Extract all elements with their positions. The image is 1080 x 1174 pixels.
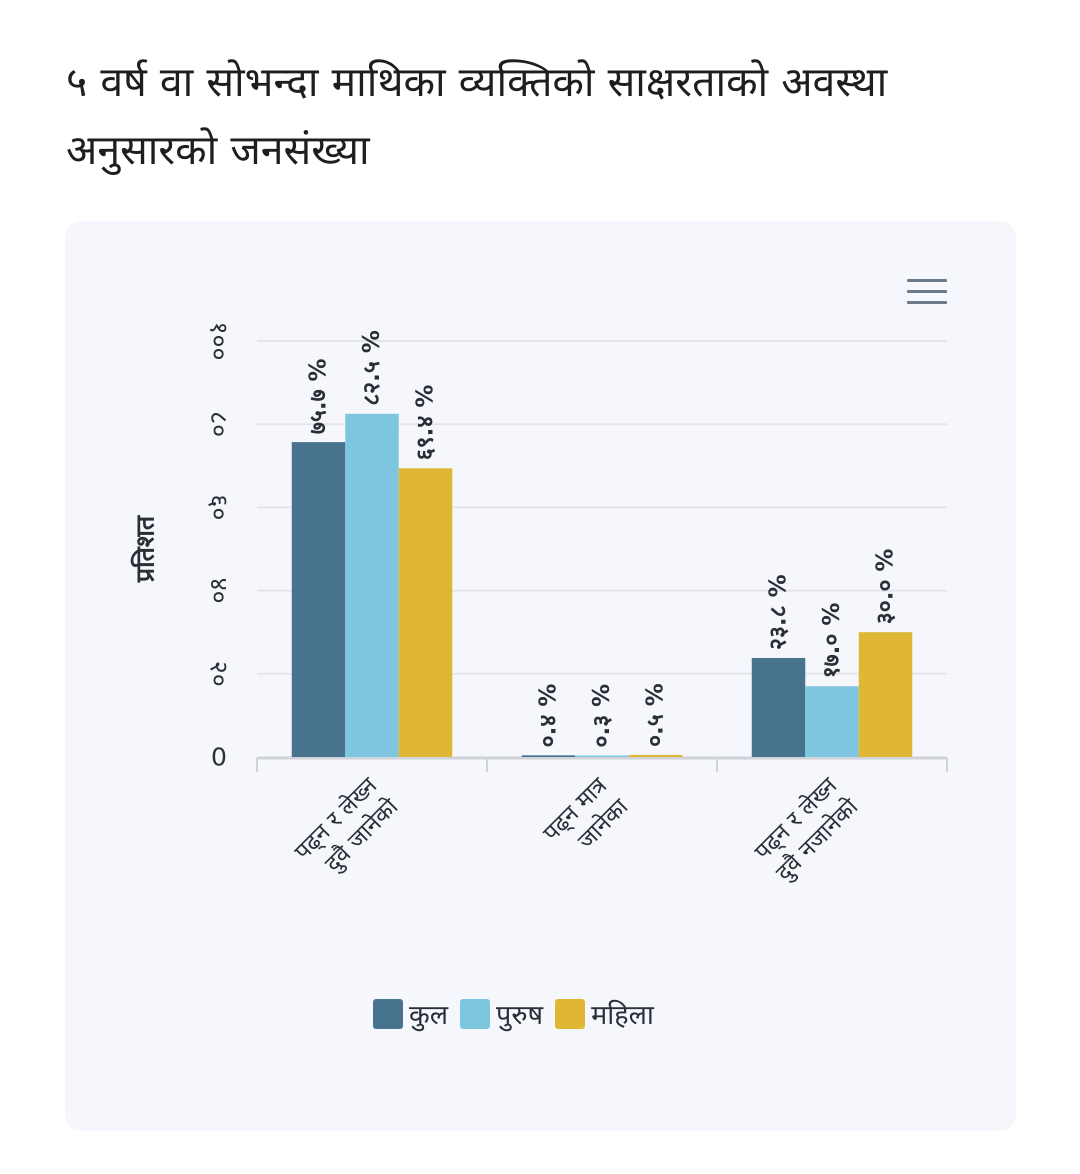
legend-item[interactable]: महिला [555, 995, 654, 1032]
x-tick-label: पढ्न र लेख्नदुवै नजानेको [749, 771, 865, 887]
data-label: ०.५ % [643, 683, 669, 747]
bar[interactable] [751, 657, 806, 757]
bar[interactable] [575, 755, 629, 758]
legend-swatch [460, 998, 491, 1029]
data-label: १७.० % [819, 603, 845, 679]
bar[interactable] [858, 632, 913, 757]
y-tick-label: १०० [205, 321, 234, 360]
x-tick-label: पढ्न र लेख्नदुवै जानेको [289, 771, 405, 887]
legend-swatch [373, 998, 403, 1029]
bar[interactable] [345, 413, 399, 757]
chart-card: 0 २० ४० ६० ८० १०० प्रतिशत ७५.७ % ८२.५ % ६९.४ % पढ्… [65, 221, 1016, 1131]
chart-menu-button[interactable] [905, 276, 949, 308]
legend-label: कुल [409, 1000, 449, 1031]
data-label: २३.८ % [766, 574, 792, 650]
bar[interactable] [521, 755, 576, 757]
y-tick-label: ४० [205, 578, 234, 604]
bar[interactable] [398, 468, 453, 757]
y-tick-label: ६० [205, 494, 234, 520]
y-tick-label: २० [205, 661, 234, 687]
data-label: ६९.४ % [413, 385, 439, 461]
bar[interactable] [628, 754, 683, 757]
data-label: ०.३ % [589, 684, 615, 748]
y-tick-label: ८० [205, 411, 234, 437]
data-label: ८२.५ % [359, 330, 385, 406]
y-tick-label: 0 [211, 743, 227, 772]
chart-legend: कुल पुरुष महिला [373, 995, 658, 1032]
y-axis-title: प्रतिशत [131, 514, 160, 583]
bar[interactable] [805, 686, 859, 757]
data-label: ०.४ % [536, 684, 562, 748]
legend-item[interactable]: पुरुष [460, 995, 543, 1032]
legend-item[interactable]: कुल [373, 995, 448, 1032]
legend-label: पुरुष [496, 1000, 544, 1031]
page-title: ५ वर्ष वा सोभन्दा माथिका व्यक्तिको साक्ष… [66, 58, 888, 174]
legend-label: महिला [591, 1000, 654, 1031]
data-label: ३०.० % [873, 549, 899, 625]
legend-swatch [555, 998, 586, 1029]
bar[interactable] [291, 442, 346, 757]
data-label: ७५.७ % [306, 358, 332, 434]
bar-chart: 0 २० ४० ६० ८० १०० प्रतिशत ७५.७ % ८२.५ % ६९.४ % पढ्… [131, 321, 948, 887]
x-tick-label: पढ्न मात्रजानेका [538, 772, 634, 868]
